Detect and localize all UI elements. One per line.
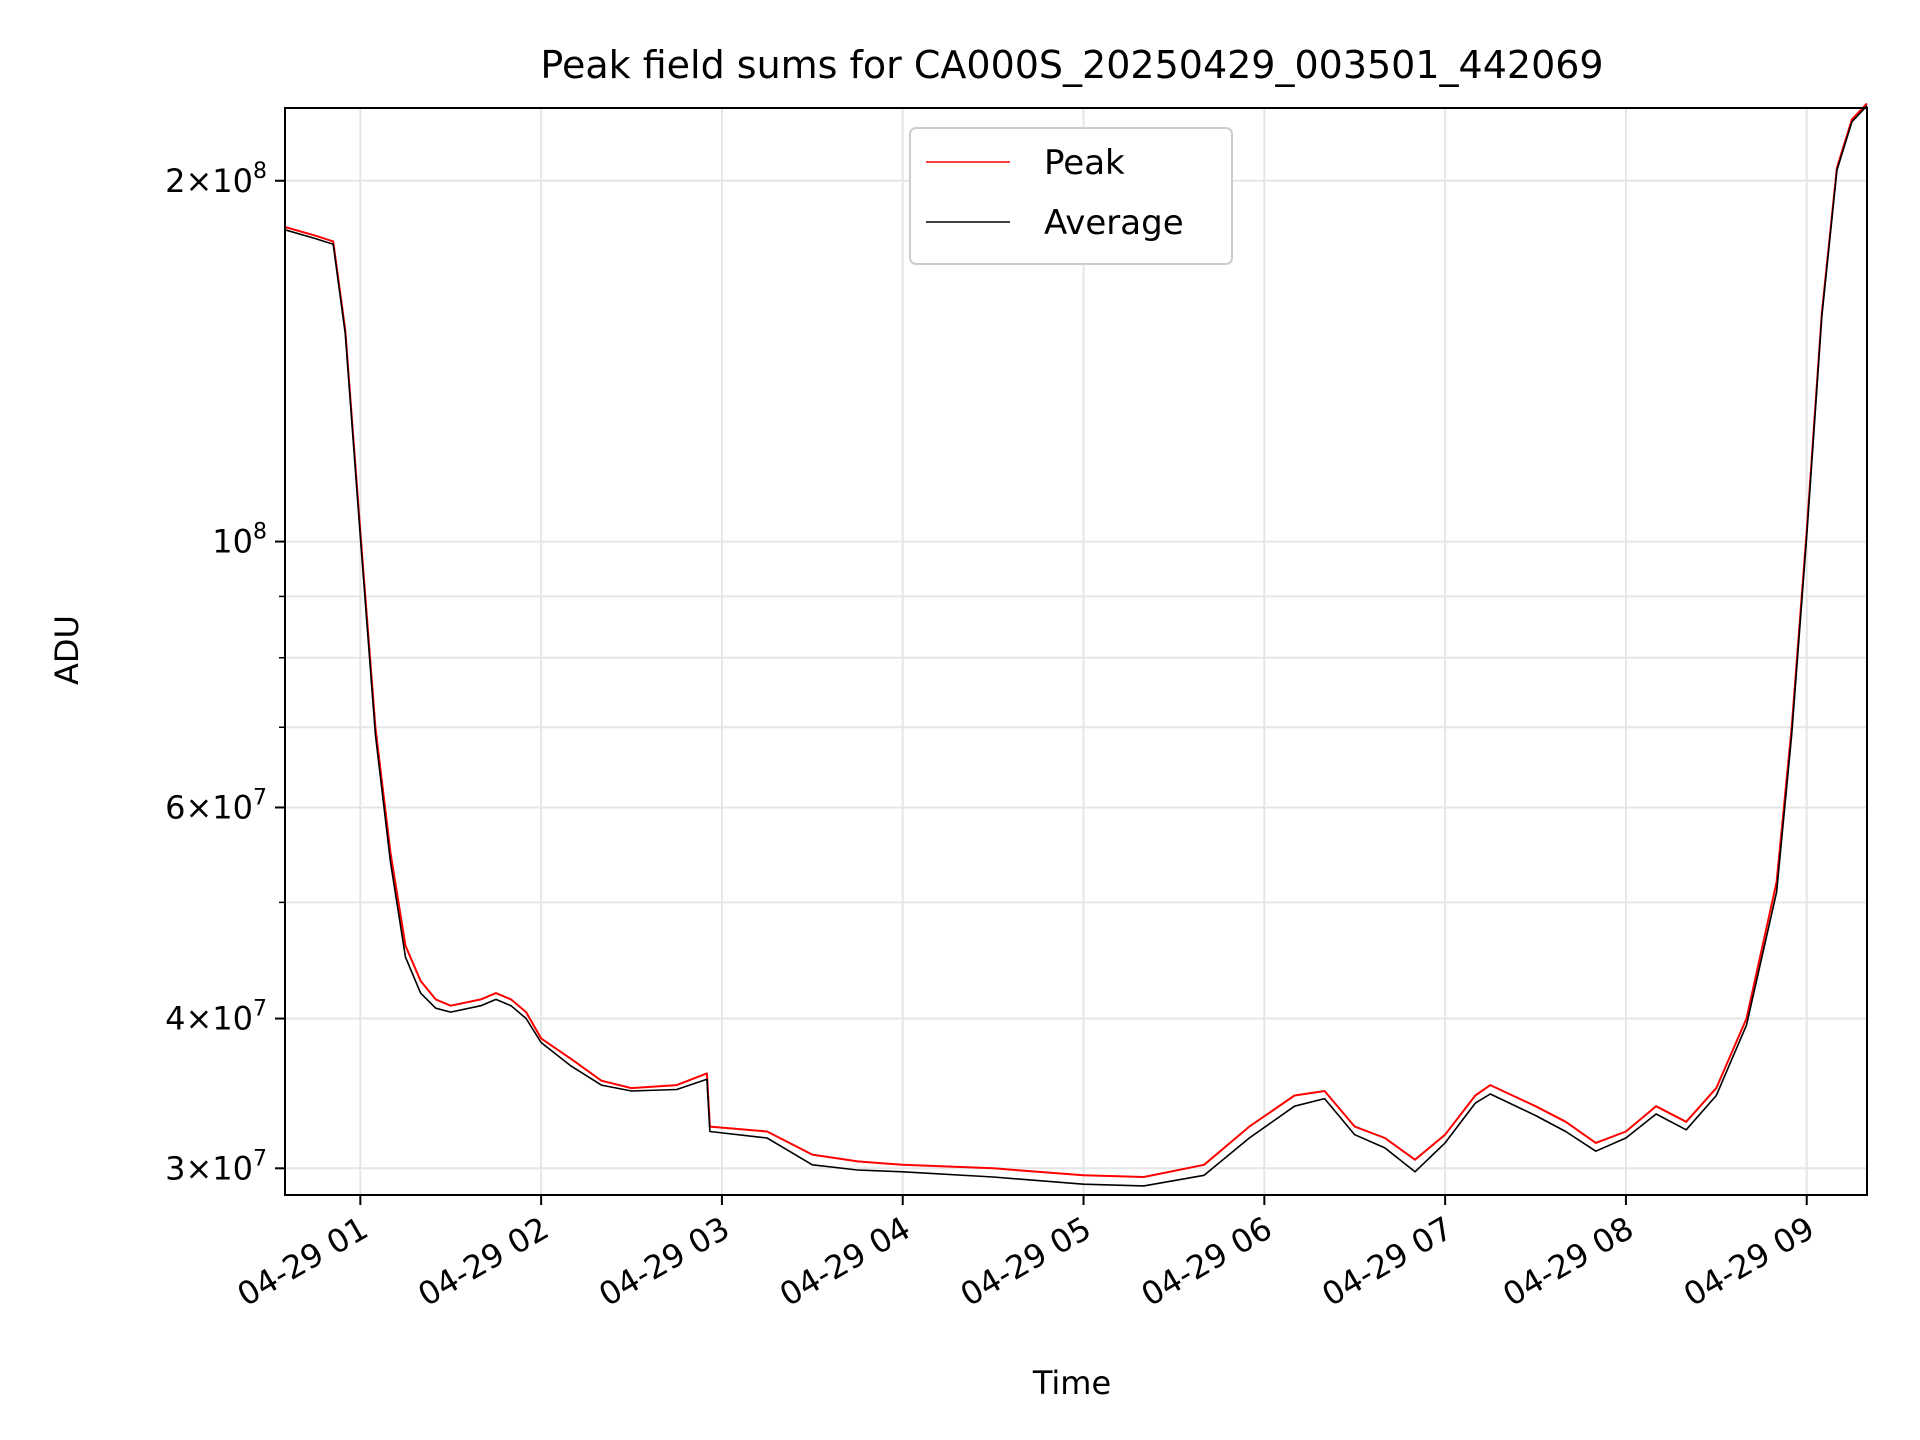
series-line-peak (284, 102, 1868, 1178)
y-axis: 3×107 4×107 6×107 108 2×108 (165, 159, 285, 1187)
plot-frame (284, 107, 1868, 1196)
series-line-average (284, 105, 1868, 1187)
grid (285, 108, 1867, 1195)
y-tick-label: 108 (212, 520, 267, 561)
y-tick-label: 2×108 (165, 159, 267, 200)
legend: Peak Average (909, 127, 1233, 265)
y-tick-label: 3×107 (165, 1146, 267, 1187)
y-tick-label: 4×107 (165, 997, 267, 1038)
y-tick-label: 6×107 (165, 785, 267, 826)
legend-label-peak: Peak (1044, 143, 1125, 183)
series-layer (284, 102, 1868, 1187)
x-axis-label: Time (1032, 1364, 1111, 1402)
legend-label-average: Average (1044, 203, 1184, 243)
y-axis-label: ADU (48, 615, 86, 685)
chart-title: Peak field sums for CA000S_20250429_0035… (540, 43, 1603, 87)
